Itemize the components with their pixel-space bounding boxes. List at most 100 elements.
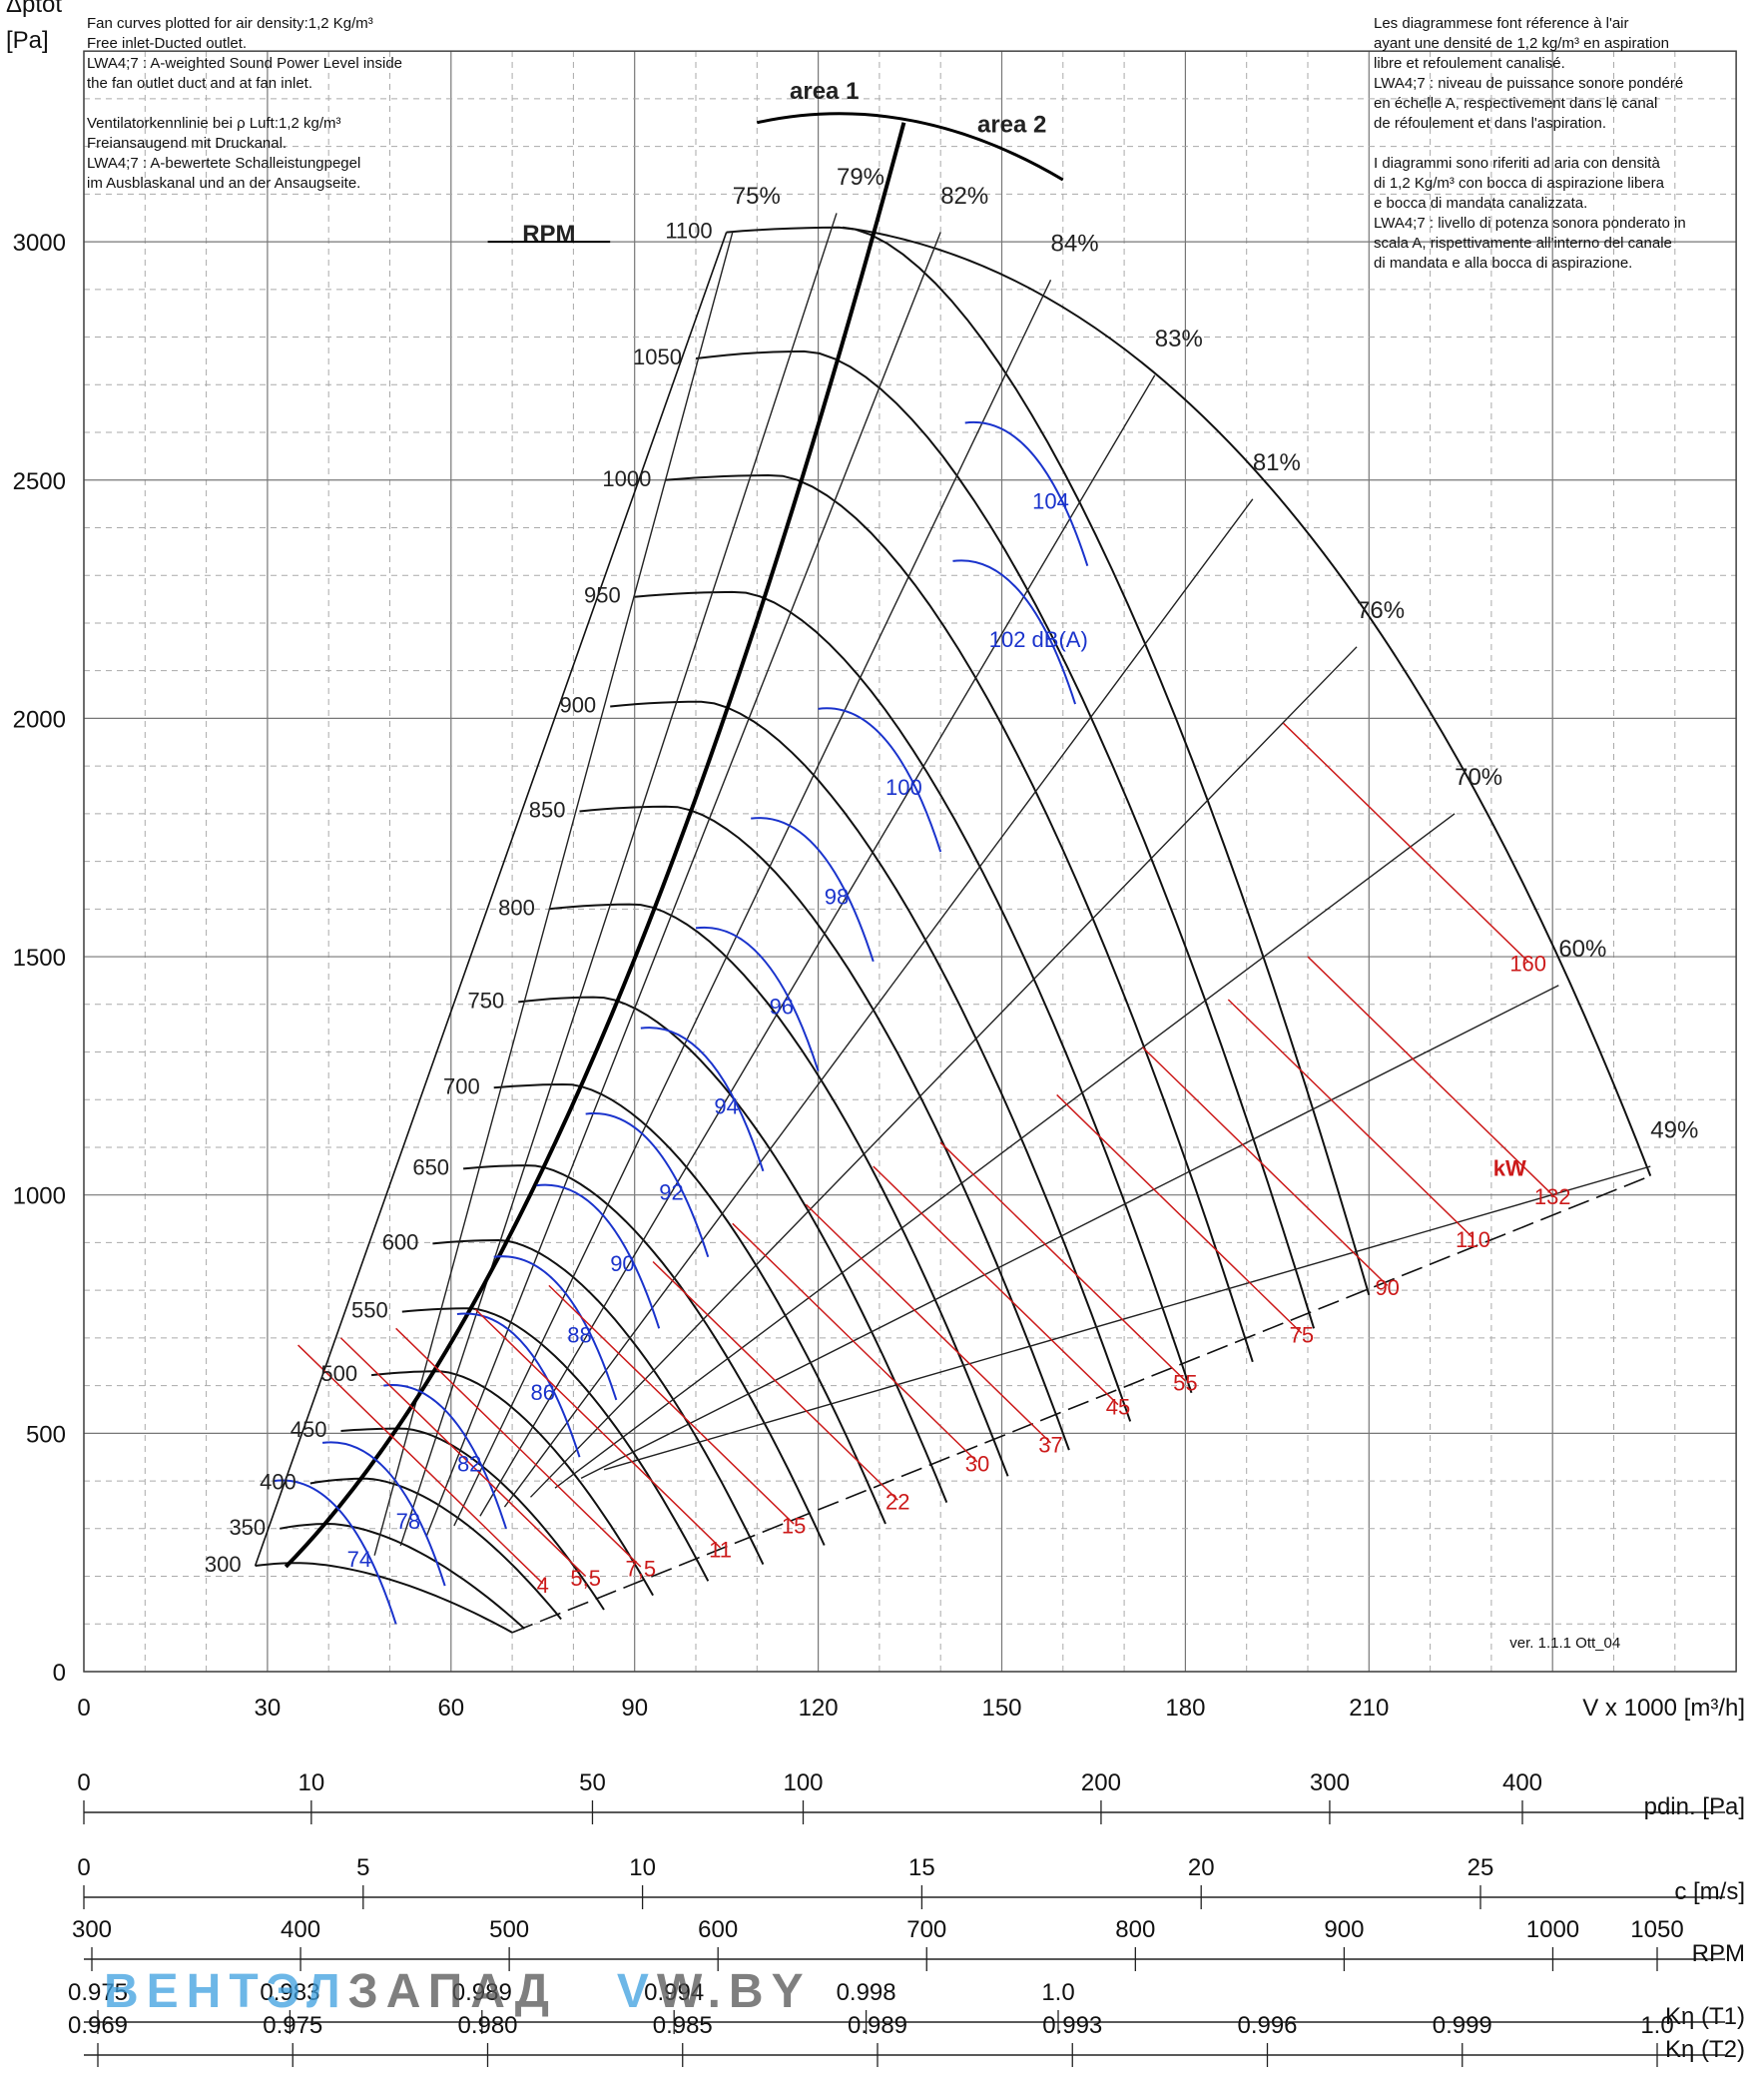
pdin-scale-tick-label: 300 <box>1310 1769 1350 1796</box>
y-tick-label: 2000 <box>13 706 66 733</box>
pdin-scale-tick-label: 100 <box>783 1769 823 1796</box>
rpm-curve <box>401 1307 710 1582</box>
rpm-curve <box>309 1477 562 1621</box>
rpm-label: 950 <box>584 583 621 608</box>
grid <box>83 50 1737 1673</box>
note-left-line: Fan curves plotted for air density:1,2 K… <box>87 15 373 32</box>
area-1-label: area 1 <box>790 78 859 105</box>
efficiency-label: 70% <box>1455 764 1502 791</box>
curves-layer <box>254 112 1652 1634</box>
rpm-curve <box>371 1370 654 1597</box>
plot-frame <box>83 50 1737 1673</box>
power-label: 7,5 <box>626 1557 657 1582</box>
pdin-scale-tick-label: 0 <box>77 1769 90 1796</box>
note-right-line: LWA4;7 : livello di potenza sonora ponde… <box>1374 215 1686 232</box>
rpm-label: 450 <box>291 1417 327 1442</box>
pdin-scale-tick-label: 10 <box>297 1769 324 1796</box>
labels-layer: 300 350 400 450 500 550 600 650 700 750 800 850 900 9… <box>205 78 1698 1598</box>
velocity-scale-tick-label: 15 <box>908 1854 935 1881</box>
power-line <box>1227 999 1474 1239</box>
area-2-label: area 2 <box>977 111 1046 138</box>
rpm-label: 1000 <box>602 466 651 491</box>
note-right-line: ayant une densité de 1,2 kg/m³ en aspira… <box>1374 35 1669 52</box>
power-label: 110 <box>1456 1227 1490 1252</box>
rpm-curve <box>665 473 1254 1363</box>
note-left-line: the fan outlet duct and at fan inlet. <box>87 75 312 92</box>
rpm-scale-tick-label: 600 <box>698 1916 738 1943</box>
note-right-line: LWA4;7 : niveau de puissance sonore pond… <box>1374 75 1683 92</box>
watermark-part: ЭЛ <box>267 1965 348 2018</box>
area-boundary <box>284 122 906 1569</box>
rpm-label: 800 <box>498 895 535 920</box>
efficiency-line <box>453 279 1052 1527</box>
efficiency-line <box>603 1165 1651 1471</box>
sound-label: 88 <box>567 1323 591 1348</box>
y-tick-label: 0 <box>53 1660 66 1687</box>
power-label: 4 <box>537 1573 549 1598</box>
sound-curve <box>383 1384 507 1530</box>
rpm-scale-tick-label: 1050 <box>1630 1916 1683 1943</box>
sound-curve <box>695 926 820 1071</box>
power-line <box>1141 1046 1389 1286</box>
sound-curve <box>964 420 1089 566</box>
k-t2-scale-tick-label: 0.975 <box>263 2012 322 2039</box>
note-right-line: di 1,2 Kg/m³ con bocca di aspirazione li… <box>1374 175 1665 192</box>
rpm-label: 600 <box>382 1229 419 1254</box>
rpm-scale-tick-label: 700 <box>906 1916 946 1943</box>
rpm-label: 1100 <box>665 219 712 244</box>
k-t2-scale-tick-label: 0.993 <box>1042 2012 1102 2039</box>
sound-curve <box>751 817 875 963</box>
rpm-label: 300 <box>205 1552 242 1577</box>
x-tick-label: 0 <box>77 1695 90 1722</box>
power-line <box>474 1308 722 1549</box>
note-left-line: Freiansaugend mit Druckanal. <box>87 135 287 152</box>
sound-curve <box>493 1255 618 1401</box>
rpm-label: 650 <box>412 1154 449 1179</box>
efficiency-line <box>425 232 941 1537</box>
power-label: 37 <box>1038 1432 1062 1457</box>
power-line <box>297 1344 544 1585</box>
efficiency-line <box>479 374 1156 1517</box>
rpm-curve <box>493 1082 886 1525</box>
sound-curve <box>818 707 942 853</box>
note-left-line: Ventilatorkennlinie bei ρ Luft:1,2 kg/m³ <box>87 115 341 132</box>
watermark-part: V <box>617 1965 657 2018</box>
notes-layer: Fan curves plotted for air density:1,2 K… <box>87 15 1686 1652</box>
rpm-curve <box>726 226 1371 1296</box>
y-axis-label: Δptot <box>6 0 62 18</box>
efficiency-line <box>529 646 1358 1498</box>
note-left-line: im Ausblaskanal und an der Ansaugseite. <box>87 175 360 192</box>
note-right-line: scala A, rispettivamente all'interno del… <box>1374 235 1672 252</box>
x-tick-label: 180 <box>1165 1695 1205 1722</box>
note-right-line: de réfoulement et dans l'aspiration. <box>1374 115 1606 132</box>
power-label: 55 <box>1173 1370 1197 1395</box>
rpm-label: 1050 <box>633 345 682 369</box>
power-label: 5,5 <box>570 1566 601 1591</box>
rpm-scale-tick-label: 1000 <box>1526 1916 1579 1943</box>
power-label: 132 <box>1534 1184 1571 1209</box>
pdin-scale-tick-label: 400 <box>1502 1769 1542 1796</box>
axes: 0 30 60 90 120 150 180 210 0 500 1000 1500 2000 2500 3… <box>6 0 1745 1722</box>
power-line <box>732 1222 978 1463</box>
k-t2-scale-tick-label: 0.999 <box>1433 2012 1492 2039</box>
note-left-line: LWA4;7 : A-weighted Sound Power Level in… <box>87 55 402 72</box>
power-line <box>939 1141 1186 1382</box>
rpm-label: 850 <box>529 797 566 822</box>
sound-curve <box>321 1441 446 1587</box>
efficiency-label: 49% <box>1650 1116 1698 1143</box>
x-tick-label: 30 <box>255 1695 282 1722</box>
rpm-label: 350 <box>229 1515 266 1540</box>
rpm-title: RPM <box>522 221 575 248</box>
note-right-line: libre et refoulement canalisé. <box>1374 55 1565 72</box>
sound-curve <box>273 1479 397 1625</box>
sound-label: 86 <box>531 1380 555 1405</box>
sound-label: 98 <box>825 885 849 910</box>
k-t2-scale-tick-label: 1.0 <box>1640 2012 1673 2039</box>
sound-label: 102 dB(A) <box>989 627 1088 652</box>
x-tick-label: 60 <box>437 1695 464 1722</box>
efficiency-line <box>580 985 1559 1480</box>
k-t2-scale-tick-label: 0.969 <box>68 2012 128 2039</box>
note-right-line: I diagrammi sono riferiti ad aria con de… <box>1374 155 1660 172</box>
x-tick-label: 90 <box>621 1695 648 1722</box>
